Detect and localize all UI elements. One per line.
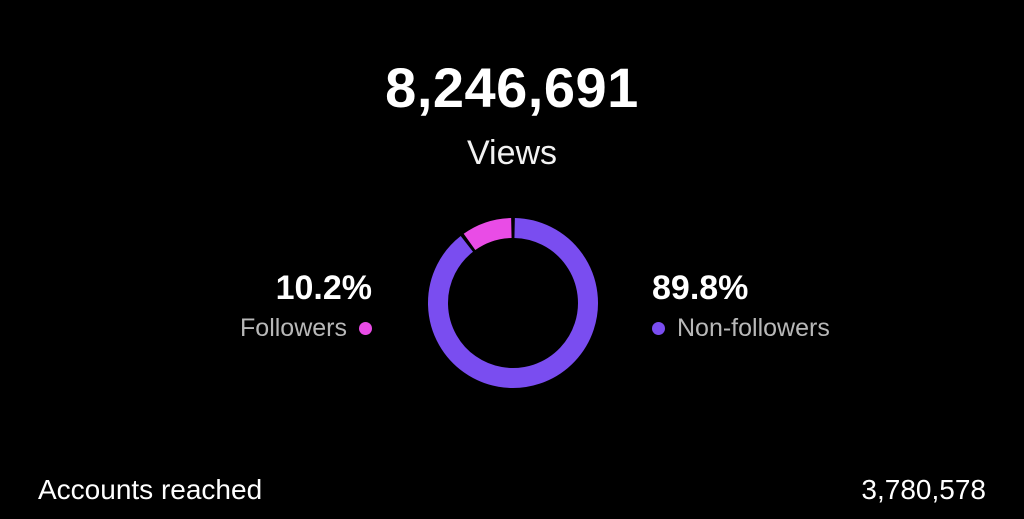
- followers-percent: 10.2%: [275, 269, 372, 307]
- accounts-reached-value: 3,780,578: [861, 474, 986, 505]
- accounts-reached-row[interactable]: Accounts reached 3,780,578: [38, 470, 986, 510]
- accounts-reached-label: Accounts reached: [38, 474, 263, 505]
- non-followers-percent: 89.8%: [652, 269, 749, 307]
- non-followers-legend: 89.8% Non-followers: [652, 266, 830, 346]
- views-total: 8,246,691: [385, 56, 639, 119]
- followers-label-row: Followers: [240, 310, 372, 346]
- followers-color-dot: [359, 321, 372, 335]
- followers-legend: 10.2% Followers: [240, 266, 372, 346]
- donut-segment-followers: [463, 218, 512, 251]
- non-followers-label: Non-followers: [677, 314, 830, 342]
- views-label: Views: [466, 134, 558, 172]
- followers-label: Followers: [240, 314, 347, 342]
- audience-donut-chart: [425, 215, 601, 391]
- non-followers-color-dot: [652, 321, 665, 335]
- donut-svg: [428, 218, 598, 388]
- non-followers-label-row: Non-followers: [652, 310, 830, 346]
- donut-segment-non-followers: [428, 218, 598, 388]
